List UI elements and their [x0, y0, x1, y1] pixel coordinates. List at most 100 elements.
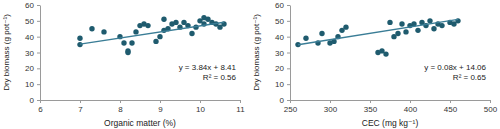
x-tick-mark [240, 100, 241, 103]
data-point [319, 31, 324, 36]
y-axis-title: Dry biomass (g pot⁻¹) [252, 14, 261, 91]
data-point [101, 29, 106, 34]
y-tick-label: 40 [275, 33, 284, 42]
plot-area [295, 18, 460, 57]
y-tick-label: 50 [275, 17, 284, 26]
x-tick-label: 8 [118, 105, 123, 114]
y-tick-mark [287, 84, 290, 85]
data-point [387, 20, 392, 25]
x-tick-mark [410, 100, 411, 103]
y-tick-label: 10 [25, 80, 34, 89]
y-tick-label: 10 [275, 80, 284, 89]
x-tick: 10 [196, 100, 205, 114]
x-tick-mark [80, 100, 81, 103]
y-tick: 40 [25, 33, 40, 42]
data-point [415, 28, 420, 33]
x-tick-label: 11 [236, 105, 245, 114]
y-axis-line [290, 6, 291, 101]
y-tick-mark [37, 100, 40, 101]
data-point [145, 23, 150, 28]
data-point [133, 29, 138, 34]
y-tick: 60 [275, 1, 290, 10]
x-tick: 250 [284, 100, 298, 114]
y-tick: 30 [25, 49, 40, 58]
y-tick-mark [287, 5, 290, 6]
data-point [77, 42, 82, 47]
y-tick-mark [37, 21, 40, 22]
y-tick-mark [287, 21, 290, 22]
x-tick-label: 400 [404, 105, 418, 114]
y-tick-mark [37, 68, 40, 69]
x-tick-label: 450 [444, 105, 458, 114]
y-tick-mark [287, 53, 290, 54]
x-axis-line [41, 100, 241, 101]
x-tick-label: 300 [324, 105, 338, 114]
x-tick: 7 [78, 100, 83, 114]
data-point [77, 36, 82, 41]
data-point [399, 21, 404, 26]
data-point [161, 17, 166, 22]
data-point [395, 31, 400, 36]
data-point [431, 26, 436, 31]
y-tick-label: 0 [30, 96, 35, 105]
y-tick-mark [287, 68, 290, 69]
x-tick: 8 [118, 100, 123, 114]
data-point [383, 51, 388, 56]
trend-line [298, 19, 458, 44]
y-tick-mark [37, 5, 40, 6]
data-point [89, 26, 94, 31]
x-tick-mark [490, 100, 491, 103]
data-point [303, 36, 308, 41]
y-tick-mark [37, 53, 40, 54]
y-tick-label: 20 [275, 64, 284, 73]
x-axis: 6 7 8 9 10 11 [38, 100, 245, 114]
annotation: y = 3.84x + 8.41 [179, 63, 237, 72]
y-tick: 20 [25, 64, 40, 73]
data-point [343, 24, 348, 29]
x-tick-label: 9 [158, 105, 163, 114]
y-tick: 0 [30, 96, 40, 105]
x-tick-label: 350 [364, 105, 378, 114]
y-tick-mark [37, 37, 40, 38]
y-tick-label: 20 [25, 64, 34, 73]
x-tick: 9 [158, 100, 163, 114]
y-tick: 0 [280, 96, 290, 105]
y-tick-label: 50 [25, 17, 34, 26]
y-tick-label: 30 [275, 49, 284, 58]
annotation: R² = 0.65 [453, 73, 487, 82]
y-tick: 50 [25, 17, 40, 26]
y-tick: 10 [25, 80, 40, 89]
x-axis-title: Organic matter (%) [104, 118, 176, 128]
data-point [439, 23, 444, 28]
x-tick-mark [160, 100, 161, 103]
x-tick-mark [450, 100, 451, 103]
plot-area [77, 15, 226, 55]
y-tick-label: 0 [280, 96, 285, 105]
x-tick-mark [200, 100, 201, 103]
y-axis: 0 10 20 30 40 50 60 [25, 1, 40, 105]
y-tick-label: 30 [25, 49, 34, 58]
data-point [189, 31, 194, 36]
annotation: y = 0.08x + 14.06 [424, 63, 486, 72]
data-point [121, 40, 126, 45]
x-tick: 400 [404, 100, 418, 114]
x-axis-line [291, 100, 491, 101]
x-tick: 6 [38, 100, 43, 114]
y-tick-label: 40 [25, 33, 34, 42]
y-tick: 50 [275, 17, 290, 26]
y-tick: 40 [275, 33, 290, 42]
data-point [427, 18, 432, 23]
figure: 6 7 8 9 10 11 0 10 20 30 40 50 60 Organic matter (%) D… [0, 0, 500, 129]
y-axis-line [40, 6, 41, 101]
y-axis-title: Dry biomass (g pot⁻¹) [2, 14, 11, 91]
y-tick: 10 [275, 80, 290, 89]
x-tick-mark [370, 100, 371, 103]
y-tick: 20 [275, 64, 290, 73]
y-tick-label: 60 [25, 1, 34, 10]
chart-panel: 6 7 8 9 10 11 0 10 20 30 40 50 60 Organic matter (%) D… [2, 1, 245, 128]
y-axis: 0 10 20 30 40 50 60 [275, 1, 290, 105]
x-tick: 300 [324, 100, 338, 114]
x-tick-label: 500 [484, 105, 498, 114]
trend-line [80, 22, 224, 44]
data-point [125, 50, 130, 55]
